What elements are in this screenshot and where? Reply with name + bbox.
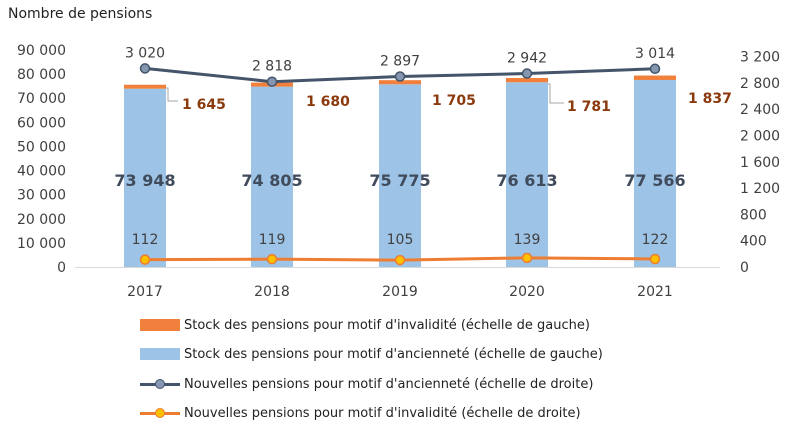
- bar-seniority-stock: [379, 84, 421, 267]
- data-label-seniority-new: 3 014: [635, 46, 675, 62]
- marker-invalidity-new: [521, 252, 533, 264]
- legend-item-seniority-new: Nouvelles pensions pour motif d'ancienne…: [140, 375, 593, 393]
- legend-label-seniority-new: Nouvelles pensions pour motif d'ancienne…: [184, 376, 594, 392]
- data-label-invalidity-stock: 1 705: [432, 93, 476, 109]
- legend-label-seniority-stock: Stock des pensions pour motif d'ancienne…: [184, 346, 603, 362]
- marker-seniority-new: [139, 63, 151, 74]
- data-label-invalidity-new: 112: [132, 232, 159, 248]
- legend-item-invalidity-stock: Stock des pensions pour motif d'invalidi…: [140, 316, 590, 334]
- legend-swatch-invalidity-new: [140, 407, 180, 418]
- data-label-seniority-stock: 73 948: [114, 171, 175, 190]
- data-label-invalidity-new: 105: [387, 232, 414, 248]
- right-axis-tick-label: 800: [740, 207, 767, 223]
- data-label-invalidity-new: 139: [514, 232, 541, 248]
- data-label-seniority-stock: 74 805: [241, 171, 302, 190]
- chart-svg: 0 10 000 20 000 30 000 40 000 50 000 60 000 70 …: [17, 43, 780, 300]
- legend-item-seniority-stock: Stock des pensions pour motif d'ancienne…: [140, 345, 603, 363]
- left-axis-tick-label: 20 000: [17, 212, 66, 228]
- left-axis-tick-label: 90 000: [17, 43, 66, 59]
- right-axis-tick-label: 400: [740, 234, 767, 250]
- bar-invalidity-stock: [506, 77, 548, 83]
- right-axis-tick-label: 2 400: [740, 102, 780, 118]
- data-label-seniority-stock: 76 613: [496, 171, 557, 190]
- legend-label-invalidity-new: Nouvelles pensions pour motif d'invalidi…: [184, 405, 581, 421]
- legend-marker-seniority-new: [155, 378, 165, 389]
- chart-title: Nombre de pensions: [8, 6, 153, 22]
- data-label-seniority-new: 2 942: [507, 51, 547, 67]
- data-label-seniority-new: 3 020: [125, 45, 165, 61]
- bar-invalidity-stock: [634, 75, 676, 80]
- data-label-invalidity-stock: 1 781: [567, 99, 611, 115]
- marker-invalidity-new: [139, 254, 151, 265]
- x-axis-tick-label: 2021: [637, 284, 673, 300]
- legend-swatch-seniority-new: [140, 378, 180, 389]
- left-axis-tick-label: 30 000: [17, 188, 66, 204]
- right-axis-tick-label: 1 600: [740, 155, 780, 171]
- data-label-seniority-stock: 77 566: [624, 171, 685, 190]
- right-axis-tick-label: 2 000: [740, 128, 780, 144]
- data-label-invalidity-stock: 1 837: [688, 91, 732, 107]
- bar-invalidity-stock: [379, 80, 421, 85]
- marker-seniority-new: [521, 68, 533, 79]
- data-label-invalidity-new: 119: [259, 232, 286, 248]
- bar-invalidity-stock: [124, 84, 166, 89]
- right-axis-tick-label: 3 200: [740, 50, 780, 66]
- data-label-invalidity-stock: 1 680: [306, 94, 350, 110]
- bar-seniority-stock: [124, 88, 166, 267]
- data-label-seniority-new: 2 897: [380, 54, 420, 70]
- marker-invalidity-new: [266, 253, 278, 265]
- legend-marker-invalidity-new: [155, 407, 165, 418]
- leader-line-invalidity-stock: [548, 83, 564, 104]
- bar-seniority-stock: [634, 79, 676, 267]
- data-label-invalidity-new: 122: [642, 232, 669, 248]
- legend-item-invalidity-new: Nouvelles pensions pour motif d'invalidi…: [140, 404, 581, 422]
- legend-label-invalidity-stock: Stock des pensions pour motif d'invalidi…: [184, 317, 590, 333]
- bar-seniority-stock: [506, 82, 548, 267]
- data-label-invalidity-stock: 1 645: [182, 97, 226, 113]
- marker-invalidity-new: [394, 254, 406, 266]
- x-axis-tick-label: 2017: [127, 284, 163, 300]
- left-axis-tick-label: 10 000: [17, 236, 66, 252]
- right-axis-tick-label: 2 800: [740, 76, 780, 92]
- data-label-seniority-new: 2 818: [252, 59, 292, 75]
- x-axis-tick-label: 2020: [509, 284, 545, 300]
- left-axis-tick-label: 0: [57, 260, 66, 276]
- left-axis-tick-label: 80 000: [17, 67, 66, 83]
- bar-seniority-stock: [251, 86, 293, 267]
- left-axis-tick-label: 60 000: [17, 115, 66, 131]
- x-axis-tick-label: 2019: [382, 284, 418, 300]
- left-axis-tick-label: 50 000: [17, 139, 66, 155]
- marker-seniority-new: [649, 63, 661, 75]
- left-axis-tick-label: 40 000: [17, 164, 66, 180]
- marker-seniority-new: [266, 76, 278, 87]
- marker-seniority-new: [394, 71, 406, 82]
- left-axis-tick-label: 70 000: [17, 91, 66, 107]
- legend-swatch-seniority-stock: [140, 348, 180, 360]
- leader-line-invalidity-stock: [166, 87, 178, 102]
- legend-swatch-invalidity-stock: [140, 319, 180, 331]
- data-label-seniority-stock: 75 775: [369, 171, 430, 190]
- marker-invalidity-new: [649, 253, 661, 265]
- x-axis-tick-label: 2018: [254, 284, 290, 300]
- right-axis-tick-label: 1 200: [740, 181, 780, 197]
- right-axis-tick-label: 0: [740, 260, 749, 276]
